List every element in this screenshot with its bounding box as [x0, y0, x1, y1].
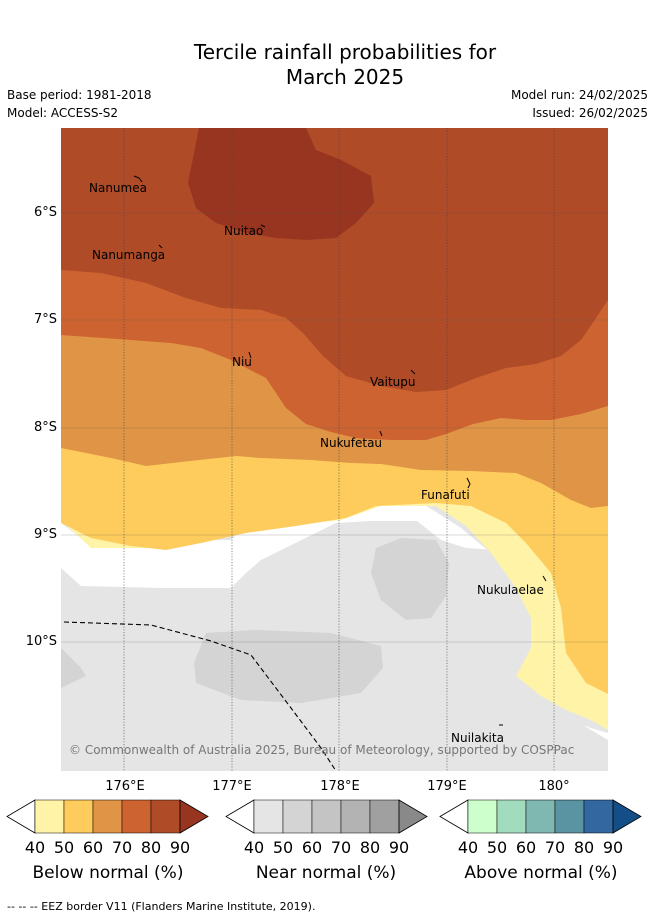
place-labels: Nanumea Nuitao Nanumanga Niu Vaitupu Nuk…: [89, 181, 544, 745]
title-line-2: March 2025: [285, 65, 405, 89]
lat-label-7s: 7°S: [33, 312, 57, 327]
colorbar-tick-label: 80: [574, 838, 594, 857]
colorbar-tick-label: 40: [25, 838, 45, 857]
colorbar-min-extension: [6, 799, 36, 834]
colorbar-cell: [92, 799, 123, 834]
colorbar-tick-label: 60: [83, 838, 103, 857]
map-latitude-lines: [61, 212, 608, 643]
base-period: Base period: 1981-2018: [7, 88, 152, 102]
copyright-note: © Commonwealth of Australia 2025, Bureau…: [69, 743, 574, 757]
colorbar-tick-label: 90: [170, 838, 190, 857]
colorbar-tick-label: 60: [516, 838, 536, 857]
lon-label-180: 180°: [538, 779, 570, 794]
colorbar-max-extension: [398, 799, 428, 834]
colorbar-tick-label: 40: [458, 838, 478, 857]
eez-border: [63, 621, 337, 771]
colorbar-cell: [554, 799, 585, 834]
colorbar-max-extension: [612, 799, 642, 834]
eez-footer-note: -- -- -- EEZ border V11 (Flanders Marine…: [7, 900, 316, 913]
colorbar-cell: [63, 799, 94, 834]
colorbar-title-near: Near normal (%): [255, 863, 397, 883]
lon-label-178e: 178°E: [320, 779, 360, 794]
colorbar-min-extension: [225, 799, 255, 834]
lat-label-10s: 10°S: [25, 634, 57, 649]
place-funafuti: Funafuti: [421, 488, 470, 502]
colorbar-tick-label: 90: [389, 838, 409, 857]
colorbar-cell: [150, 799, 181, 834]
colorbar-cell: [282, 799, 313, 834]
colorbar-near-normal: 40 50 60 70 80 90: [225, 799, 428, 857]
lon-label-176e: 176°E: [105, 779, 145, 794]
colorbar-cell: [583, 799, 614, 834]
colorbar-cell: [253, 799, 284, 834]
colorbar-tick-label: 50: [273, 838, 293, 857]
lat-label-9s: 9°S: [33, 527, 57, 542]
colorbars: 40 50 60 70 80 90 40 50 60 70 80 90 40 50 60 70 80 90: [6, 799, 642, 857]
colorbar-cell: [340, 799, 371, 834]
colorbar-cell: [34, 799, 65, 834]
place-nuilakita: Nuilakita: [451, 731, 504, 745]
title-line-1: Tercile rainfall probabilities for: [193, 40, 497, 64]
map-title: Tercile rainfall probabilities for March…: [0, 40, 655, 90]
colorbar-title-below: Below normal (%): [32, 863, 184, 883]
model-run: Model run: 24/02/2025: [510, 88, 648, 102]
lat-label-6s: 6°S: [33, 205, 57, 220]
rainfall-map: Nanumea Nuitao Nanumanga Niu Vaitupu Nuk…: [61, 128, 608, 771]
colorbar-above-normal: 40 50 60 70 80 90: [439, 799, 642, 857]
colorbar-tick-label: 40: [244, 838, 264, 857]
model-name: Model: ACCESS-S2: [7, 106, 119, 120]
colorbar-cell: [496, 799, 527, 834]
lon-label-177e: 177°E: [212, 779, 252, 794]
place-vaitupu: Vaitupu: [370, 375, 416, 389]
lat-label-8s: 8°S: [33, 420, 57, 435]
place-nukufetau: Nukufetau: [320, 436, 382, 450]
place-nukulaelae: Nukulaelae: [477, 583, 544, 597]
colorbar-tick-label: 70: [331, 838, 351, 857]
place-niu: Niu: [232, 355, 252, 369]
colorbar-cell: [369, 799, 400, 834]
place-nanumanga: Nanumanga: [92, 248, 165, 262]
near-normal-50-blob-east: [371, 538, 449, 620]
colorbar-cell: [311, 799, 342, 834]
colorbar-tick-label: 50: [487, 838, 507, 857]
colorbar-title-above: Above normal (%): [464, 863, 618, 883]
near-normal-50-blob-west: [194, 630, 383, 703]
near-normal-50-blob-edge: [61, 648, 86, 688]
colorbar-min-extension: [439, 799, 469, 834]
colorbar-tick-label: 80: [141, 838, 161, 857]
island-marks: [133, 175, 547, 726]
below-normal-90-patch: [188, 128, 374, 240]
colorbar-cell: [121, 799, 152, 834]
issued-date: Issued: 26/02/2025: [532, 106, 648, 120]
colorbar-below-normal: 40 50 60 70 80 90: [6, 799, 209, 857]
colorbar-tick-label: 70: [112, 838, 132, 857]
colorbar-tick-label: 60: [302, 838, 322, 857]
colorbar-max-extension: [179, 799, 209, 834]
colorbar-tick-label: 70: [545, 838, 565, 857]
lon-label-179e: 179°E: [427, 779, 467, 794]
colorbar-tick-label: 80: [360, 838, 380, 857]
place-nuitao: Nuitao: [224, 224, 263, 238]
colorbar-cell: [525, 799, 556, 834]
colorbar-cell: [467, 799, 498, 834]
colorbar-tick-label: 90: [603, 838, 623, 857]
place-nanumea: Nanumea: [89, 181, 147, 195]
map-gridlines: [123, 128, 555, 771]
colorbar-tick-label: 50: [54, 838, 74, 857]
